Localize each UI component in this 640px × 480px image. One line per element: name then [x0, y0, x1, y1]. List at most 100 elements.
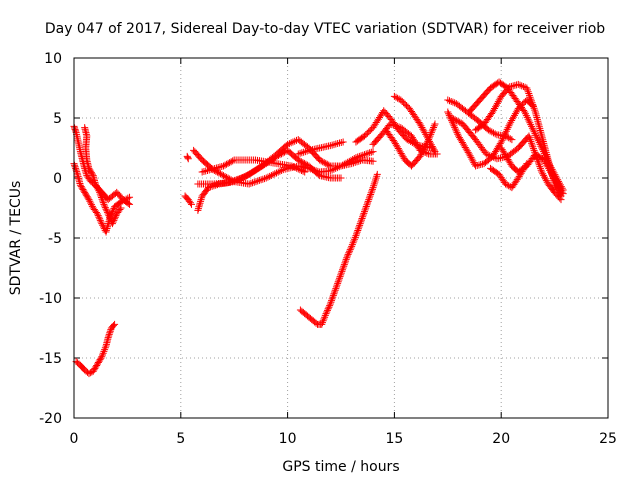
data-point	[556, 194, 564, 202]
data-point	[80, 187, 88, 195]
data-point	[528, 141, 536, 149]
data-point	[395, 123, 403, 131]
data-point	[328, 166, 336, 174]
data-point	[535, 161, 543, 169]
data-point	[87, 199, 95, 207]
data-point	[224, 159, 232, 167]
data-point	[337, 174, 345, 182]
series-arc-p	[382, 120, 439, 170]
data-point	[98, 195, 106, 203]
data-point	[353, 228, 361, 236]
x-axis-label: GPS time / hours	[282, 459, 399, 475]
data-point	[98, 351, 106, 359]
data-point	[526, 134, 534, 142]
data-point	[360, 151, 368, 159]
data-point	[111, 215, 119, 223]
y-axis-label: SDTVAR / TECUs	[8, 181, 24, 296]
data-point	[301, 168, 309, 176]
data-point	[229, 177, 237, 185]
data-point	[559, 190, 567, 198]
y-tick-label: -5	[48, 231, 62, 247]
data-point	[552, 178, 560, 186]
data-point	[444, 96, 452, 104]
data-point	[323, 306, 331, 314]
data-point	[538, 168, 546, 176]
data-point	[537, 164, 545, 172]
data-point	[95, 187, 103, 195]
data-point	[105, 330, 113, 338]
data-point	[518, 82, 526, 90]
data-point	[501, 129, 509, 137]
data-point	[454, 130, 462, 138]
data-point	[96, 190, 104, 198]
x-tick-label: 0	[70, 431, 79, 447]
data-point	[267, 171, 275, 179]
data-point	[505, 122, 513, 130]
data-point	[325, 303, 333, 311]
data-point	[529, 126, 537, 134]
data-point	[111, 213, 119, 221]
data-point	[331, 288, 339, 296]
data-point	[92, 182, 100, 190]
series-arc-j	[198, 156, 309, 176]
data-point	[106, 329, 114, 337]
data-point	[321, 311, 329, 319]
data-point	[92, 209, 100, 216]
data-point	[505, 134, 513, 142]
data-point	[430, 122, 438, 130]
data-point	[255, 176, 263, 184]
data-point	[85, 370, 93, 378]
data-point	[184, 155, 192, 163]
data-point	[314, 170, 322, 178]
data-point	[363, 201, 371, 209]
data-point	[553, 180, 561, 188]
data-point	[429, 144, 437, 152]
data-point	[522, 112, 530, 120]
data-point	[551, 177, 559, 185]
data-point	[318, 319, 326, 327]
y-tick-label: 0	[53, 171, 62, 187]
data-point	[427, 129, 435, 137]
data-point	[194, 205, 202, 213]
data-point	[540, 171, 548, 179]
data-point	[215, 169, 223, 177]
data-point	[96, 216, 104, 224]
data-point	[294, 156, 302, 164]
data-point	[334, 279, 342, 287]
data-point	[99, 199, 107, 207]
data-point	[519, 83, 527, 91]
data-point	[324, 305, 332, 313]
data-point	[98, 353, 106, 361]
data-point	[418, 149, 426, 157]
data-point	[431, 148, 439, 156]
data-point	[333, 164, 341, 172]
data-point	[327, 298, 335, 306]
data-point	[264, 173, 272, 181]
data-point	[274, 168, 282, 176]
data-point	[84, 194, 92, 202]
data-point	[364, 149, 372, 157]
data-point	[355, 223, 363, 231]
data-point	[296, 157, 304, 165]
data-point	[503, 181, 511, 189]
series-arc-e	[181, 192, 195, 208]
data-point	[97, 194, 105, 202]
data-point	[272, 169, 280, 177]
data-point	[526, 119, 534, 127]
data-point	[347, 244, 355, 252]
data-point	[100, 200, 108, 208]
data-point	[95, 213, 103, 221]
data-point	[236, 175, 244, 183]
data-point	[353, 230, 361, 238]
data-point	[110, 216, 118, 224]
data-point	[82, 191, 90, 199]
data-point	[425, 136, 433, 144]
data-point	[527, 121, 535, 129]
data-point	[366, 149, 374, 157]
data-point	[93, 360, 101, 368]
data-point	[77, 183, 85, 191]
data-point	[97, 354, 105, 362]
data-point	[365, 194, 373, 202]
y-tick-label: -15	[39, 351, 62, 367]
data-point	[428, 127, 436, 135]
